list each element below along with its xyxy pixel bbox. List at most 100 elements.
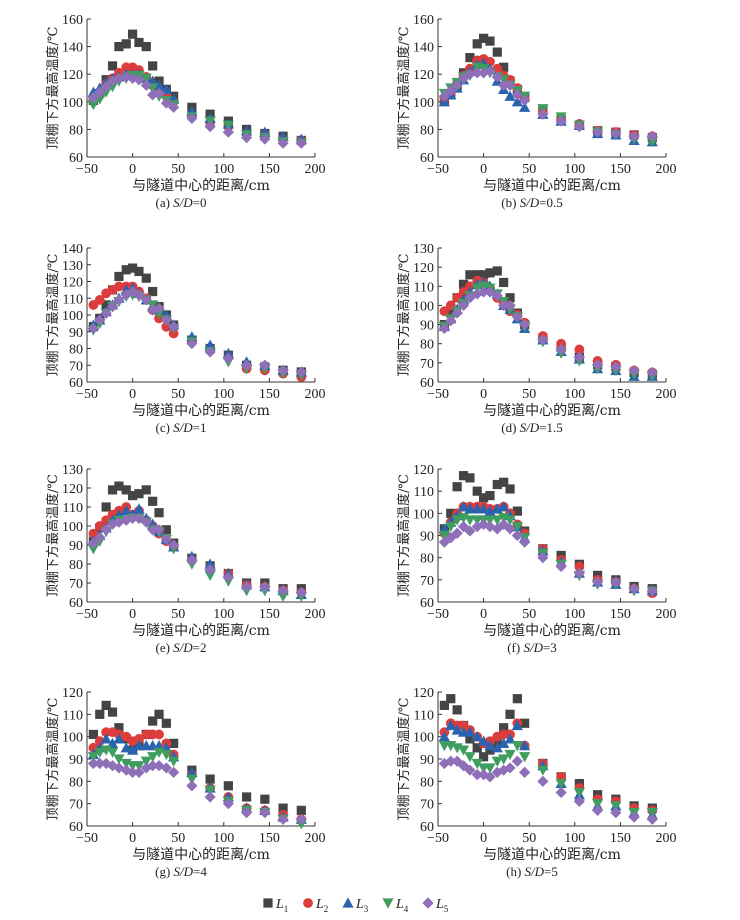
legend-marker-icon xyxy=(382,898,394,909)
data-point-L5 xyxy=(438,90,450,102)
y-tick-label: 90 xyxy=(69,539,83,554)
data-point-L3 xyxy=(519,101,531,112)
data-point-L5 xyxy=(498,764,510,776)
data-point-L3 xyxy=(100,733,112,744)
data-point-L3 xyxy=(498,501,510,512)
data-point-L5 xyxy=(498,79,510,91)
y-tick-label: 70 xyxy=(420,574,434,589)
data-point-L1 xyxy=(505,484,515,494)
legend-label: L5 xyxy=(435,897,449,914)
data-point-L4 xyxy=(140,756,152,767)
y-tick-label: 60 xyxy=(69,820,83,835)
data-point-L1 xyxy=(472,39,482,49)
data-point-L3 xyxy=(504,733,516,744)
data-point-L5 xyxy=(511,311,523,323)
y-axis-label: 顶棚下方最高温度/℃ xyxy=(396,254,412,377)
data-point-L2 xyxy=(114,281,124,292)
data-point-L5 xyxy=(277,585,289,597)
y-tick-label: 90 xyxy=(69,326,83,341)
data-point-L2 xyxy=(94,295,105,305)
y-tick-label: 80 xyxy=(420,338,434,353)
data-point-L3 xyxy=(204,558,216,569)
legend-label: L4 xyxy=(395,897,409,914)
data-point-L5 xyxy=(555,115,567,127)
y-tick-label: 100 xyxy=(62,309,83,324)
y-tick-label: 110 xyxy=(63,501,83,516)
data-point-L5 xyxy=(259,581,271,593)
data-point-L5 xyxy=(133,74,145,86)
data-point-L1 xyxy=(499,477,509,487)
x-axis-label: 与隧道中心的距离/cm xyxy=(132,177,270,194)
data-point-L1 xyxy=(121,265,131,275)
data-point-L1 xyxy=(499,277,509,288)
data-point-L1 xyxy=(492,479,502,490)
data-point-L5 xyxy=(241,359,253,371)
data-point-L3 xyxy=(464,726,476,737)
data-point-L4 xyxy=(451,515,463,526)
panel-caption: (e) S/D=2 xyxy=(155,640,206,655)
data-point-L5 xyxy=(445,532,457,544)
data-point-L4 xyxy=(537,765,549,776)
data-point-L5 xyxy=(222,126,234,138)
data-point-L5 xyxy=(160,314,172,326)
data-point-L5 xyxy=(113,72,125,84)
data-point-L5 xyxy=(610,807,622,819)
legend-item-L2: L2 xyxy=(303,897,328,914)
data-point-L5 xyxy=(592,576,604,588)
data-point-L5 xyxy=(204,346,216,358)
y-tick-label: 60 xyxy=(69,376,83,391)
y-tick-label: 80 xyxy=(69,775,83,790)
data-point-L5 xyxy=(100,524,112,536)
data-point-L4 xyxy=(484,515,496,526)
y-tick-label: 140 xyxy=(413,41,434,56)
data-point-L1 xyxy=(452,705,462,715)
x-tick-label: −50 xyxy=(427,607,449,622)
data-point-L1 xyxy=(114,271,124,282)
y-tick-label: 160 xyxy=(62,13,83,28)
data-point-L5 xyxy=(504,762,516,774)
data-point-L5 xyxy=(295,813,307,825)
data-point-L5 xyxy=(204,791,216,803)
data-point-L5 xyxy=(100,81,112,93)
data-point-L5 xyxy=(464,764,476,776)
data-point-L1 xyxy=(107,707,118,717)
x-tick-label: 100 xyxy=(213,387,234,402)
data-point-L1 xyxy=(278,803,288,813)
data-point-L5 xyxy=(87,537,99,549)
data-point-L5 xyxy=(127,766,139,778)
data-point-L1 xyxy=(472,270,482,280)
x-tick-label: 200 xyxy=(656,831,677,846)
x-axis-label: 与隧道中心的距离/cm xyxy=(483,846,621,863)
legend-marker-icon xyxy=(263,898,273,908)
data-point-L5 xyxy=(519,94,531,107)
data-point-L4 xyxy=(646,808,658,819)
data-point-L3 xyxy=(204,339,216,350)
data-point-L1 xyxy=(465,53,475,63)
data-point-L4 xyxy=(445,522,457,533)
series-L2 xyxy=(439,54,658,142)
data-point-L5 xyxy=(186,780,198,792)
x-tick-label: 0 xyxy=(129,387,136,402)
series-L4 xyxy=(87,745,307,830)
y-tick-label: 140 xyxy=(62,41,83,56)
data-point-L5 xyxy=(222,798,234,810)
data-point-L3 xyxy=(127,744,139,755)
data-point-L4 xyxy=(646,137,658,148)
y-tick-label: 110 xyxy=(63,708,83,723)
y-tick-label: 100 xyxy=(413,299,434,314)
data-point-L1 xyxy=(154,709,164,719)
data-point-L4 xyxy=(464,752,476,763)
data-point-L1 xyxy=(458,279,469,289)
data-point-L5 xyxy=(646,813,658,825)
data-point-L5 xyxy=(94,531,106,543)
data-point-L4 xyxy=(160,749,172,761)
x-tick-label: 200 xyxy=(305,387,326,402)
data-point-L1 xyxy=(141,273,151,283)
data-point-L5 xyxy=(445,85,457,97)
data-point-L5 xyxy=(204,121,216,133)
data-point-L3 xyxy=(133,503,145,514)
data-point-L5 xyxy=(127,285,139,298)
data-point-L1 xyxy=(296,805,306,815)
data-point-L5 xyxy=(498,299,510,312)
data-point-L3 xyxy=(87,86,99,97)
